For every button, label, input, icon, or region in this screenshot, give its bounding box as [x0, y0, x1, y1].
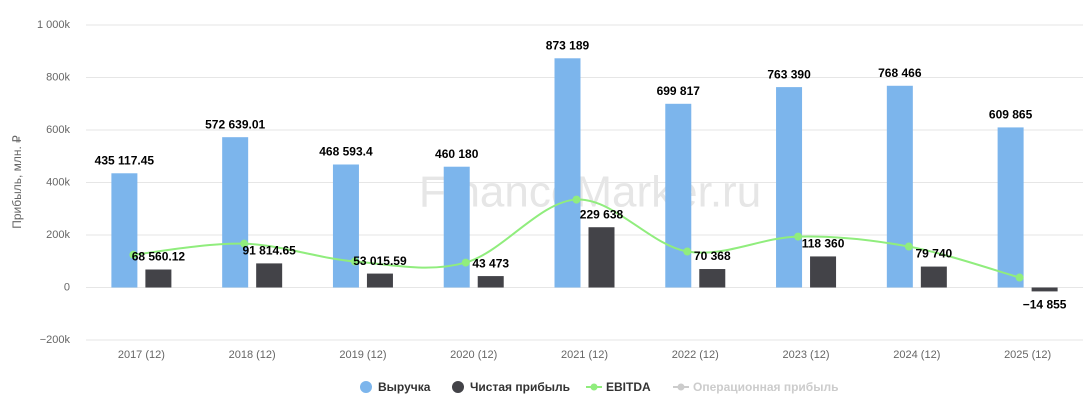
value-label: 873 189	[546, 38, 590, 52]
value-label: 91 814.65	[242, 244, 296, 258]
bar	[776, 87, 803, 288]
value-label: 43 473	[472, 256, 509, 270]
y-tick-label: 800k	[46, 71, 70, 83]
x-tick-label: 2025 (12)	[1004, 349, 1051, 361]
bar	[145, 269, 172, 288]
value-label: 68 560.12	[132, 250, 186, 264]
point	[572, 195, 581, 204]
x-tick-label: 2024 (12)	[893, 349, 940, 361]
legend-label[interactable]: Выручка	[378, 380, 431, 394]
point	[129, 250, 138, 259]
point	[904, 242, 913, 251]
bar	[810, 256, 837, 288]
bar	[886, 85, 913, 288]
point	[240, 239, 249, 248]
x-tick-label: 2023 (12)	[783, 349, 830, 361]
point	[1015, 273, 1024, 282]
y-tick-label: −200k	[40, 334, 71, 346]
value-label: 53 015.59	[353, 254, 407, 268]
point	[683, 247, 692, 256]
value-label: 609 865	[989, 108, 1033, 122]
bar	[665, 103, 692, 288]
point	[794, 232, 803, 241]
bar	[332, 164, 359, 288]
bar	[699, 269, 726, 288]
legend-label[interactable]: Чистая прибыль	[470, 380, 570, 394]
value-label: 70 368	[694, 249, 731, 263]
x-tick-label: 2020 (12)	[450, 349, 497, 361]
value-label: 763 390	[767, 67, 811, 81]
bar	[366, 273, 393, 288]
legend-label[interactable]: Операционная прибыль	[693, 380, 838, 394]
point	[461, 258, 470, 267]
watermark: FinanceMarker.ru	[419, 168, 761, 217]
legend-swatch	[590, 383, 598, 391]
value-label: 229 638	[580, 207, 624, 221]
x-tick-label: 2018 (12)	[229, 349, 276, 361]
x-tick-label: 2022 (12)	[672, 349, 719, 361]
value-label: 435 117.45	[95, 153, 155, 167]
x-tick-label: 2017 (12)	[118, 349, 165, 361]
y-tick-label: 1 000k	[37, 19, 71, 31]
value-label: 79 740	[915, 247, 952, 261]
bar	[111, 173, 138, 288]
y-axis-label: Прибыль, млн. ₽	[10, 135, 24, 229]
y-tick-label: 400k	[46, 176, 70, 188]
value-label: 768 466	[878, 66, 922, 80]
value-label: 118 360	[802, 237, 845, 251]
legend-swatch	[452, 381, 464, 393]
value-label: 460 180	[435, 147, 479, 161]
y-tick-label: 0	[64, 281, 70, 293]
bar	[1031, 287, 1058, 292]
bar	[222, 137, 249, 288]
legend-swatch	[360, 381, 372, 393]
legend-swatch	[677, 383, 685, 391]
bar	[588, 227, 615, 288]
legend-label[interactable]: EBITDA	[606, 380, 651, 394]
value-label: −14 855	[1023, 298, 1067, 312]
bar	[997, 127, 1024, 288]
point	[350, 257, 359, 266]
bar	[554, 58, 581, 288]
bar	[256, 263, 283, 288]
y-tick-label: 600k	[46, 124, 70, 136]
bar	[477, 276, 504, 288]
x-tick-label: 2019 (12)	[339, 349, 386, 361]
bar	[920, 266, 947, 288]
bar	[443, 166, 470, 288]
x-tick-label: 2021 (12)	[561, 349, 608, 361]
value-label: 468 593.4	[319, 145, 373, 159]
y-tick-label: 200k	[46, 229, 70, 241]
value-label: 572 639.01	[205, 117, 265, 131]
value-label: 699 817	[657, 84, 701, 98]
